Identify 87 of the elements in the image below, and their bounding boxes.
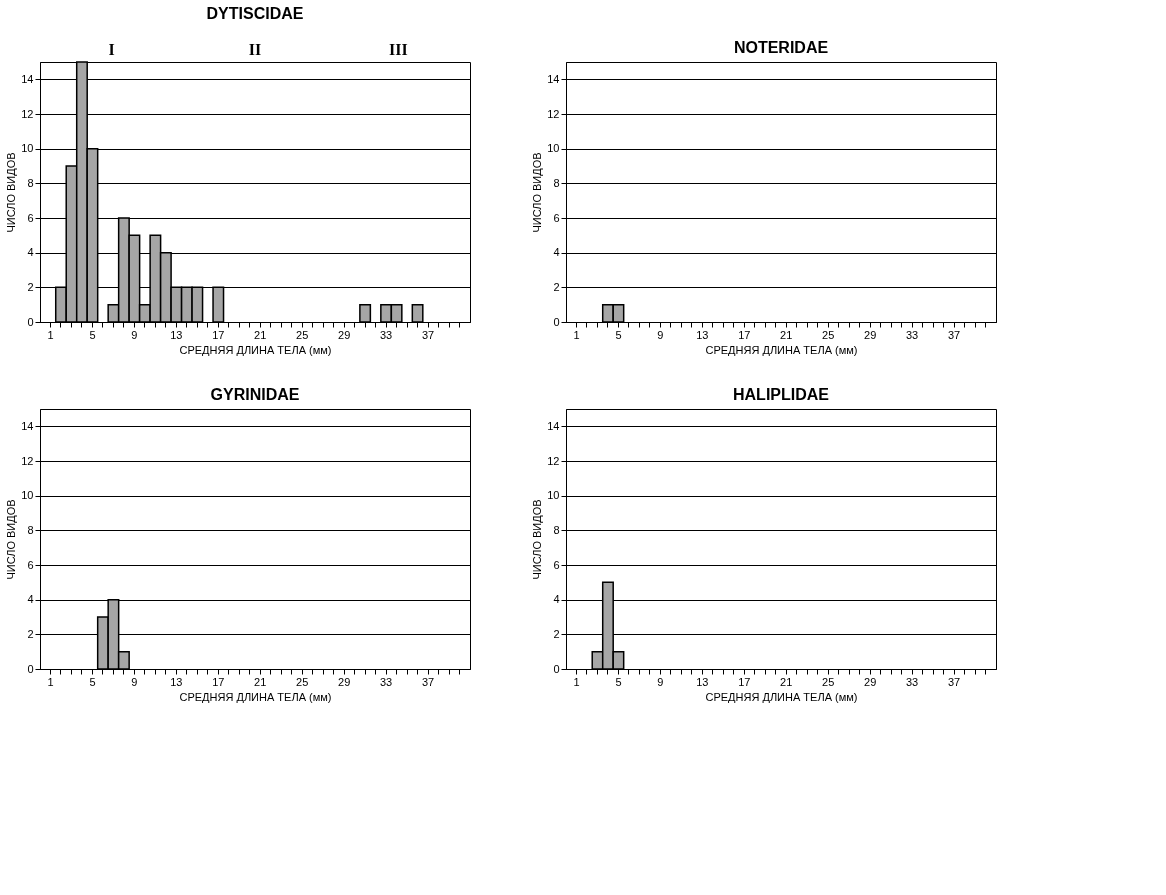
x-tick-label: 17 — [212, 328, 225, 341]
x-tick-label: 13 — [696, 328, 709, 341]
y-axis-title: ЧИСЛО ВИДОВ — [5, 152, 18, 233]
chart-title: HALIPLIDAE — [733, 386, 830, 403]
x-tick-label: 33 — [379, 328, 393, 341]
x-tick-label: 5 — [615, 328, 622, 341]
x-tick-label: 1 — [573, 328, 580, 341]
x-tick-label: 33 — [905, 328, 919, 341]
x-tick-label: 17 — [738, 675, 751, 688]
y-tick-label: 0 — [27, 315, 34, 328]
x-tick-label: 17 — [212, 675, 225, 688]
x-tick-label: 1 — [47, 328, 54, 341]
x-tick-label: 9 — [657, 328, 664, 341]
y-tick-label: 14 — [547, 72, 560, 85]
y-tick-label: 4 — [27, 593, 34, 606]
y-tick-label: 4 — [553, 593, 560, 606]
x-tick-label: 25 — [822, 328, 835, 341]
x-tick-label: 29 — [338, 328, 351, 341]
y-tick-label: 14 — [547, 419, 560, 432]
y-tick-label: 8 — [553, 523, 560, 536]
y-tick-label: 12 — [21, 107, 34, 120]
text: II — [248, 41, 262, 58]
x-tick-label: 37 — [947, 675, 961, 688]
text: III — [388, 41, 408, 58]
x-tick-label: 37 — [421, 675, 435, 688]
chart-title: DYTISCIDAE — [206, 5, 304, 22]
y-tick-label: 12 — [547, 107, 560, 120]
y-tick-label: 8 — [27, 176, 34, 189]
y-tick-label: 2 — [27, 280, 34, 293]
x-tick-label: 37 — [421, 328, 435, 341]
y-tick-label: 6 — [27, 211, 34, 224]
y-tick-label: 0 — [553, 315, 560, 328]
x-tick-label: 25 — [296, 675, 309, 688]
x-tick-label: 1 — [573, 675, 580, 688]
x-tick-label: 25 — [296, 328, 309, 341]
y-tick-label: 0 — [553, 662, 560, 675]
y-tick-label: 10 — [21, 489, 34, 502]
x-tick-label: 1 — [47, 675, 54, 688]
y-tick-label: 8 — [553, 176, 560, 189]
y-tick-label: 10 — [547, 142, 560, 155]
x-tick-label: 9 — [657, 675, 664, 688]
x-tick-label: 25 — [822, 675, 835, 688]
x-tick-label: 5 — [89, 328, 96, 341]
x-tick-label: 5 — [89, 675, 96, 688]
y-tick-label: 6 — [553, 211, 560, 224]
x-axis-title: СРЕДНЯЯ ДЛИНА ТЕЛА (мм) — [705, 343, 858, 356]
x-tick-label: 29 — [864, 675, 877, 688]
x-tick-label: 13 — [170, 328, 183, 341]
y-tick-label: 12 — [21, 454, 34, 467]
x-tick-label: 21 — [254, 328, 267, 341]
text: I — [108, 41, 115, 58]
x-tick-label: 29 — [864, 328, 877, 341]
y-tick-label: 0 — [27, 662, 34, 675]
x-axis-title: СРЕДНЯЯ ДЛИНА ТЕЛА (мм) — [179, 690, 332, 703]
y-tick-label: 2 — [553, 280, 560, 293]
y-tick-label: 8 — [27, 523, 34, 536]
x-tick-label: 13 — [170, 675, 183, 688]
x-tick-label: 9 — [131, 675, 138, 688]
y-axis-title: ЧИСЛО ВИДОВ — [531, 152, 544, 233]
y-tick-label: 4 — [553, 246, 560, 259]
x-tick-label: 17 — [738, 328, 751, 341]
y-tick-label: 12 — [547, 454, 560, 467]
y-axis-title: ЧИСЛО ВИДОВ — [531, 499, 544, 580]
y-tick-label: 6 — [27, 558, 34, 571]
x-tick-label: 29 — [338, 675, 351, 688]
y-tick-label: 6 — [553, 558, 560, 571]
x-tick-label: 21 — [780, 675, 793, 688]
y-tick-label: 4 — [27, 246, 34, 259]
x-tick-label: 33 — [379, 675, 393, 688]
x-axis-title: СРЕДНЯЯ ДЛИНА ТЕЛА (мм) — [179, 343, 332, 356]
x-tick-label: 21 — [780, 328, 793, 341]
x-tick-label: 13 — [696, 675, 709, 688]
chart-title: GYRINIDAE — [210, 386, 300, 403]
y-tick-label: 14 — [21, 419, 34, 432]
y-tick-label: 10 — [21, 142, 34, 155]
x-tick-label: 37 — [947, 328, 961, 341]
x-tick-label: 21 — [254, 675, 267, 688]
y-tick-label: 10 — [547, 489, 560, 502]
y-axis-title: ЧИСЛО ВИДОВ — [5, 499, 18, 580]
y-tick-label: 2 — [27, 627, 34, 640]
x-axis-title: СРЕДНЯЯ ДЛИНА ТЕЛА (мм) — [705, 690, 858, 703]
y-tick-label: 2 — [553, 627, 560, 640]
x-tick-label: 9 — [131, 328, 138, 341]
x-tick-label: 5 — [615, 675, 622, 688]
chart-title: NOTERIDAE — [733, 39, 829, 56]
y-tick-label: 14 — [21, 72, 34, 85]
x-tick-label: 33 — [905, 675, 919, 688]
